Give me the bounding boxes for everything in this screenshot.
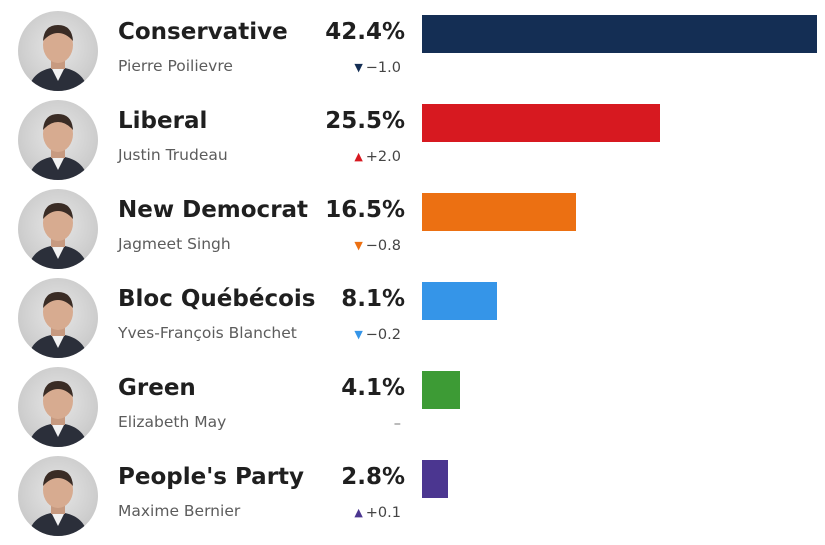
change-value: – bbox=[393, 416, 401, 432]
party-row: People's Party Maxime Bernier 2.8% ▲ +0.1 bbox=[0, 456, 825, 536]
party-row: Liberal Justin Trudeau 25.5% ▲ +2.0 bbox=[0, 100, 825, 180]
party-name: Conservative bbox=[118, 19, 288, 45]
change-label: ▼ −0.8 bbox=[354, 238, 401, 254]
bar bbox=[422, 104, 660, 142]
portrait-icon bbox=[28, 470, 88, 536]
party-row: Conservative Pierre Poilievre 42.4% ▼ −1.0 bbox=[0, 11, 825, 91]
party-name: New Democrat bbox=[118, 197, 309, 223]
change-value: −0.2 bbox=[365, 327, 401, 343]
portrait-icon bbox=[28, 25, 88, 91]
leader-avatar bbox=[18, 189, 98, 269]
triangle-down-icon: ▼ bbox=[354, 239, 363, 252]
leader-name: Justin Trudeau bbox=[118, 146, 228, 164]
triangle-down-icon: ▼ bbox=[354, 61, 363, 74]
vote-share-label: 42.4% bbox=[325, 19, 405, 45]
change-label: ▼ −0.2 bbox=[354, 327, 401, 343]
leader-avatar bbox=[18, 456, 98, 536]
leader-avatar bbox=[18, 11, 98, 91]
party-row: Green Elizabeth May 4.1% – bbox=[0, 367, 825, 447]
leader-name: Yves-François Blanchet bbox=[118, 324, 297, 342]
vote-share-label: 2.8% bbox=[341, 464, 405, 490]
change-label: ▼ −1.0 bbox=[354, 60, 401, 76]
change-value: +0.1 bbox=[365, 505, 401, 521]
change-value: +2.0 bbox=[365, 149, 401, 165]
change-label: ▲ +0.1 bbox=[354, 505, 401, 521]
change-label: – bbox=[394, 416, 401, 432]
portrait-icon bbox=[28, 292, 88, 358]
bar bbox=[422, 193, 576, 231]
portrait-icon bbox=[28, 114, 88, 180]
triangle-up-icon: ▲ bbox=[354, 506, 363, 519]
leader-name: Jagmeet Singh bbox=[118, 235, 231, 253]
leader-name: Elizabeth May bbox=[118, 413, 227, 431]
change-value: −0.8 bbox=[365, 238, 401, 254]
vote-share-label: 8.1% bbox=[341, 286, 405, 312]
change-value: −1.0 bbox=[365, 60, 401, 76]
change-label: ▲ +2.0 bbox=[354, 149, 401, 165]
bar bbox=[422, 371, 460, 409]
vote-share-label: 16.5% bbox=[325, 197, 405, 223]
leader-name: Pierre Poilievre bbox=[118, 57, 233, 75]
bar bbox=[422, 282, 497, 320]
party-row: Bloc Québécois Yves-François Blanchet 8.1%… bbox=[0, 278, 825, 358]
portrait-icon bbox=[28, 203, 88, 269]
leader-avatar bbox=[18, 367, 98, 447]
triangle-down-icon: ▼ bbox=[354, 328, 363, 341]
vote-share-label: 25.5% bbox=[325, 108, 405, 134]
portrait-icon bbox=[28, 381, 88, 447]
party-row: New Democrat Jagmeet Singh 16.5% ▼ −0.8 bbox=[0, 189, 825, 269]
party-name: Bloc Québécois bbox=[118, 286, 316, 312]
leader-avatar bbox=[18, 100, 98, 180]
bar bbox=[422, 15, 817, 53]
leader-avatar bbox=[18, 278, 98, 358]
triangle-up-icon: ▲ bbox=[354, 150, 363, 163]
party-name: People's Party bbox=[118, 464, 305, 490]
bar bbox=[422, 460, 448, 498]
party-name: Liberal bbox=[118, 108, 208, 134]
party-name: Green bbox=[118, 375, 196, 401]
vote-share-label: 4.1% bbox=[341, 375, 405, 401]
leader-name: Maxime Bernier bbox=[118, 502, 241, 520]
